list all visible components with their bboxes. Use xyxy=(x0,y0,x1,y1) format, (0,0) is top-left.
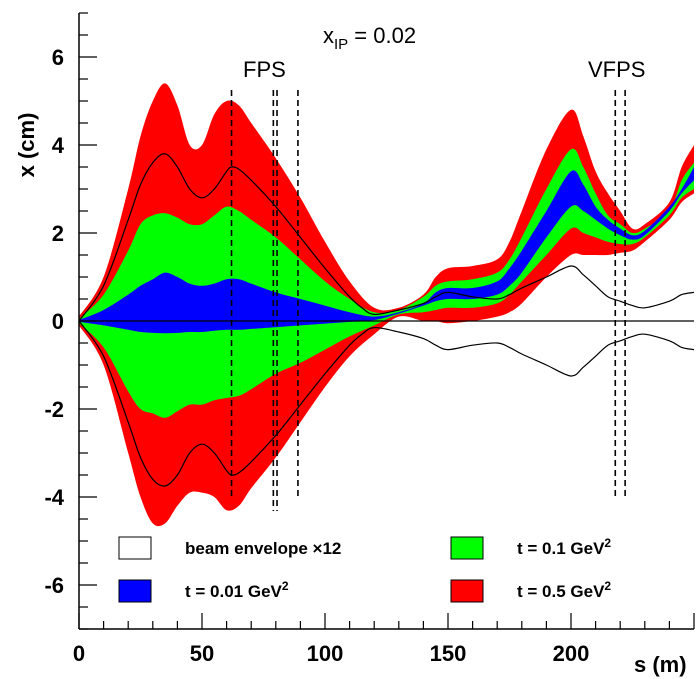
band-series-0 xyxy=(79,83,694,527)
legend-swatch-t01 xyxy=(450,536,484,560)
legend: beam envelope ×12 t = 0.01 GeV2 t = 0.1 … xyxy=(118,536,611,603)
y-tick-label: 0 xyxy=(52,309,64,334)
legend-label-t001: t = 0.01 GeV2 xyxy=(185,579,289,601)
legend-swatch-t001 xyxy=(118,579,152,603)
detector-lines-layer xyxy=(230,90,626,511)
y-tick-label: 6 xyxy=(52,45,64,70)
y-tick-label: -2 xyxy=(44,397,64,422)
legend-label-beam: beam envelope ×12 xyxy=(185,539,341,558)
x-tick-label: 0 xyxy=(73,641,85,666)
legend-label-t01: t = 0.1 GeV2 xyxy=(517,536,611,558)
beam-envelope-layer xyxy=(78,153,695,487)
legend-swatch-beam xyxy=(118,536,152,560)
axes-layer: 0 50 100 150 200 -6 -4 -2 0 2 4 6 xyxy=(44,12,695,666)
legend-label-t05: t = 0.5 GeV2 xyxy=(517,579,611,601)
x-tick-label: 200 xyxy=(553,641,590,666)
x-tick-label: 50 xyxy=(190,641,214,666)
vfps-label: VFPS xyxy=(588,57,645,82)
beam-envelope-lower xyxy=(78,320,695,487)
fps-label: FPS xyxy=(243,57,286,82)
y-axis-title: x (cm) xyxy=(14,113,39,178)
legend-swatch-t05 xyxy=(450,579,484,603)
beam-envelope-upper xyxy=(78,153,695,322)
x-tick-label: 150 xyxy=(430,641,467,666)
band-series-2 xyxy=(79,167,694,334)
x-axis-title: s (m) xyxy=(634,652,687,677)
band-series-1 xyxy=(79,148,694,418)
y-tick-label: 2 xyxy=(52,221,64,246)
y-tick-label: 4 xyxy=(52,133,65,158)
x-tick-label: 100 xyxy=(307,641,344,666)
y-tick-label: -6 xyxy=(44,573,64,598)
xip-annotation: xIP = 0.02 xyxy=(323,23,416,53)
y-tick-label: -4 xyxy=(44,485,64,510)
bands-layer xyxy=(79,83,694,527)
